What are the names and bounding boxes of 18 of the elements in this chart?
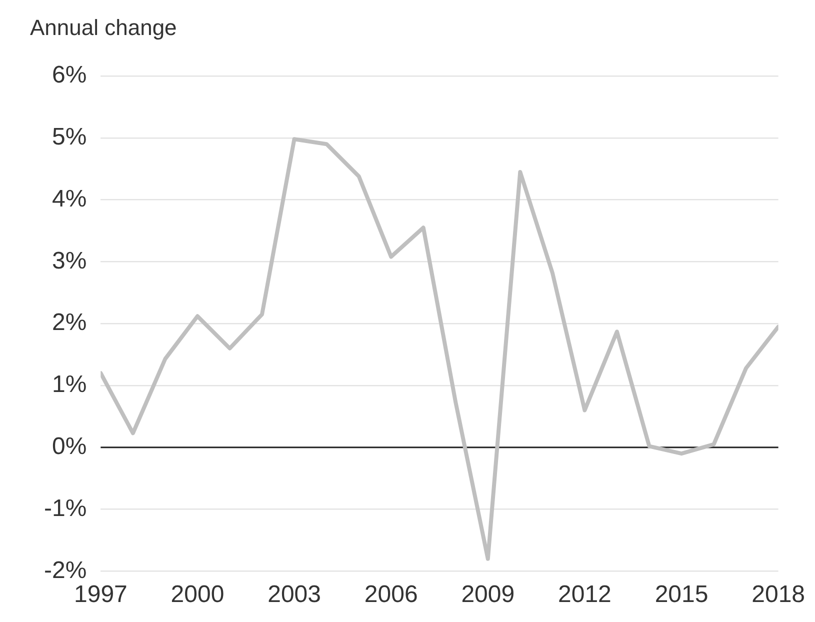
y-tick-label: 0% [52, 433, 87, 460]
x-tick-label: 2003 [268, 581, 321, 608]
y-tick-label: -2% [44, 556, 87, 584]
y-tick-label: -1% [44, 494, 87, 522]
x-tick-label: 2000 [170, 581, 224, 608]
y-tick-label: 1% [52, 371, 87, 398]
x-tick-label: 2015 [654, 581, 708, 608]
x-tick-label: 1997 [74, 581, 128, 608]
y-tick-label: 4% [52, 185, 87, 212]
x-tick-label: 2012 [558, 581, 612, 608]
x-tick-label: 2018 [752, 581, 805, 608]
y-tick-label: 2% [52, 309, 87, 336]
y-axis-title: Annual change [30, 15, 177, 40]
y-tick-label: 3% [52, 247, 87, 274]
y-tick-label: 6% [52, 62, 87, 89]
y-tick-label: 5% [52, 124, 87, 151]
x-tick-label: 2006 [364, 581, 418, 608]
x-tick-label: 2009 [461, 581, 515, 608]
